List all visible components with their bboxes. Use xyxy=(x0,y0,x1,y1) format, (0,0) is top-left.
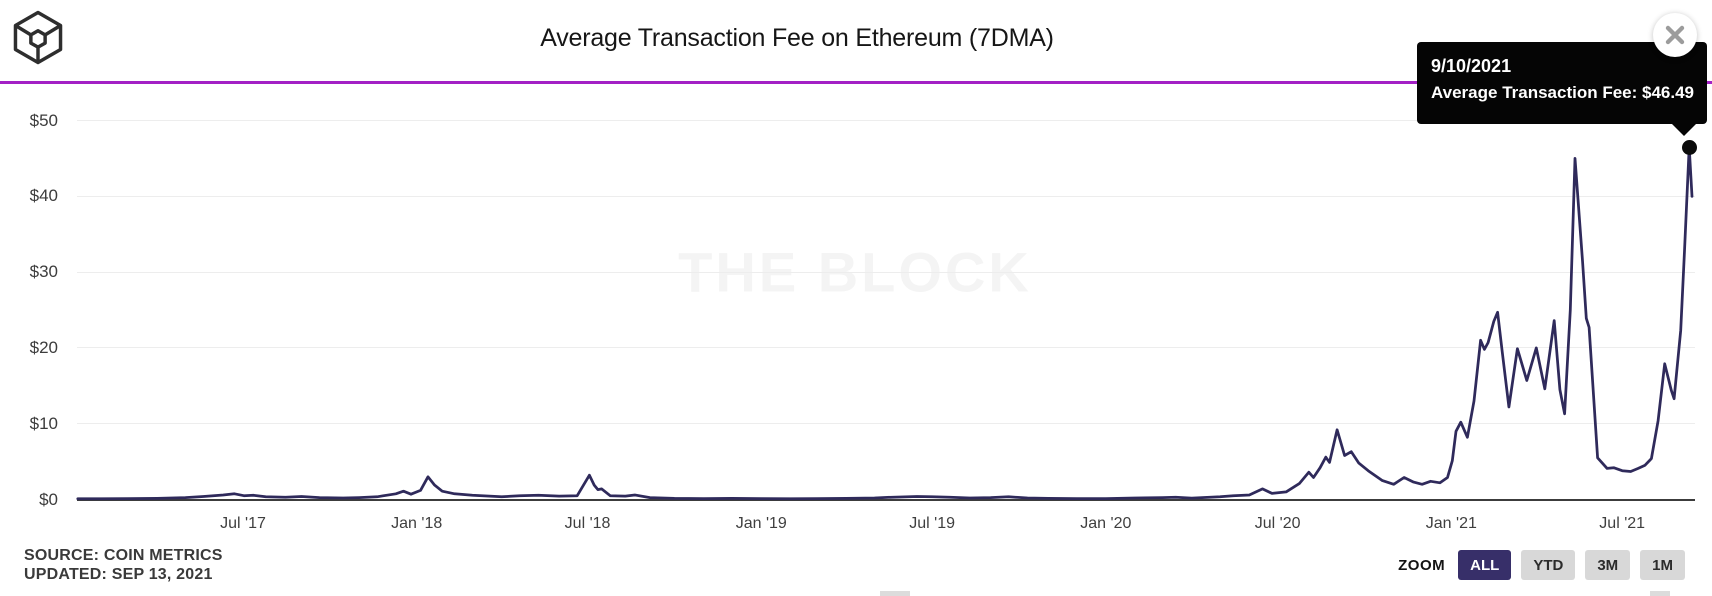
y-axis-tick-0: $0 xyxy=(39,489,58,509)
close-button[interactable] xyxy=(1653,13,1697,57)
x-axis-tick-jul--21: Jul '21 xyxy=(1599,515,1646,532)
gridline-30 xyxy=(77,271,1695,273)
zoom-button-ytd[interactable]: YTD xyxy=(1521,550,1576,580)
x-axis-tick-jan--18: Jan '18 xyxy=(391,515,443,532)
y-axis-tick-30: $30 xyxy=(29,262,58,282)
y-axis-tick-50: $50 xyxy=(29,110,58,130)
zoom-button-3m[interactable]: 3M xyxy=(1585,550,1631,580)
y-axis-tick-40: $40 xyxy=(29,186,58,206)
accent-divider xyxy=(0,81,1712,84)
updated-label: UPDATED: SEP 13, 2021 xyxy=(24,566,213,583)
chart-tooltip: 9/10/2021 Average Transaction Fee: $46.4… xyxy=(1417,42,1707,136)
the-block-logo-icon xyxy=(13,10,63,65)
close-icon xyxy=(1665,25,1685,45)
gridline-10 xyxy=(77,423,1695,425)
x-axis-tick-jan--21: Jan '21 xyxy=(1425,515,1477,532)
x-axis-tick-jul--20: Jul '20 xyxy=(1254,515,1301,532)
bottom-scroll-fragment-right xyxy=(1650,591,1670,596)
zoom-button-all[interactable]: ALL xyxy=(1458,550,1512,580)
x-axis-tick-jul--19: Jul '19 xyxy=(909,515,955,532)
tooltip-date: 9/10/2021 xyxy=(1431,56,1512,76)
zoom-controls: ZOOM ALL YTD 3M 1M xyxy=(1398,550,1685,580)
highlighted-point-marker xyxy=(1681,139,1697,155)
y-axis-tick-20: $20 xyxy=(29,337,58,357)
x-axis-tick-jan--20: Jan '20 xyxy=(1080,515,1132,532)
y-axis-tick-10: $10 xyxy=(29,413,58,433)
x-axis-tick-jul--18: Jul '18 xyxy=(564,515,611,532)
zoom-button-1m[interactable]: 1M xyxy=(1640,550,1685,580)
zoom-label: ZOOM xyxy=(1398,556,1446,574)
gridline-40 xyxy=(77,195,1695,197)
gridline-20 xyxy=(77,347,1695,349)
x-axis-tick-jan--19: Jan '19 xyxy=(735,515,787,532)
plot-hover-area[interactable] xyxy=(77,100,1695,500)
gridline-0 xyxy=(77,498,1695,501)
x-axis-tick-jul--17: Jul '17 xyxy=(220,515,266,532)
fee-line-series xyxy=(76,145,1694,501)
source-label: SOURCE: COIN METRICS xyxy=(24,547,223,564)
chart-title: Average Transaction Fee on Ethereum (7DM… xyxy=(540,24,1054,52)
gridline-50 xyxy=(77,120,1695,121)
tooltip-value: Average Transaction Fee: $46.49 xyxy=(1431,83,1695,102)
tooltip-pointer xyxy=(1672,124,1696,136)
bottom-scroll-fragment-center xyxy=(880,591,910,596)
